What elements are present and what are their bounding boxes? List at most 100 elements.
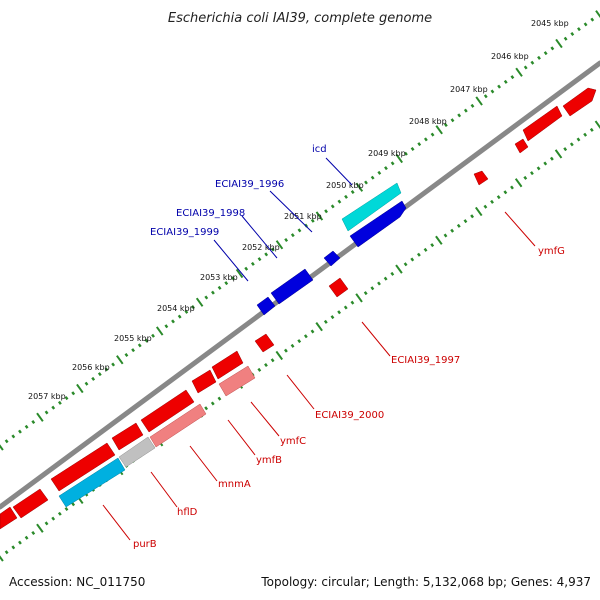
label-ymfG[interactable]: ymfG [538,246,565,257]
gene-ecia39-1996[interactable] [349,200,407,248]
gene-ecia39-1998[interactable] [323,250,341,267]
gene-ymfB[interactable] [149,403,207,448]
inner-track-minor-tick [390,271,395,276]
outer-track-minor-tick [191,305,195,310]
leader-hflD [150,471,178,508]
inner-track-minor-tick [343,305,348,310]
gene-purB[interactable] [58,457,126,508]
outer-track-minor-tick [364,180,368,185]
label-ecia39-1996[interactable]: ECIAI39_1996 [215,179,284,190]
outer-track-minor-tick [423,137,428,142]
gene-red-low-2[interactable] [12,488,49,519]
label-ymfB[interactable]: ymfB [256,455,282,466]
gene-red-mid-1[interactable] [211,350,244,380]
inner-track-minor-tick [210,401,215,406]
leader-mnmA [189,445,218,482]
outer-track-minor-tick [11,434,16,439]
inner-track-minor-tick [569,142,574,147]
gene-icd[interactable] [341,182,402,232]
gene-red-mid-2[interactable] [191,369,217,394]
outer-track-minor-tick [57,400,62,405]
gene-top-right-1[interactable] [562,87,597,117]
label-ecia39-1998[interactable]: ECIAI39_1998 [176,208,245,219]
tick-label-2056: 2056 kbp [72,363,110,372]
outer-track-minor-tick [224,281,229,286]
label-icd[interactable]: icd [312,144,327,155]
tick-label-2055: 2055 kbp [114,334,152,343]
outer-track-minor-tick [284,237,289,242]
outer-track-minor-tick [583,22,588,27]
outer-track-minor-tick [64,396,69,401]
outer-track-major-tick [515,67,523,77]
outer-track-major-tick [36,412,44,422]
gene-top-right-2[interactable] [522,105,563,142]
outer-track-major-tick [155,326,164,336]
outer-track-major-tick [76,383,84,394]
gene-top-right-3[interactable] [514,138,529,154]
gene-ecia39-1999-a[interactable] [270,268,314,305]
gene-red-low-1[interactable] [50,442,116,492]
label-purB[interactable]: purB [133,539,157,550]
inner-track-minor-tick [423,247,428,252]
outer-track-minor-tick [377,170,382,175]
inner-track-major-tick [0,555,4,562]
tick-label-2054: 2054 kbp [157,304,195,313]
inner-track-minor-tick [543,161,548,166]
label-ecia39-2000[interactable]: ECIAI39_2000 [315,410,384,421]
outer-track-major-tick [435,125,443,135]
inner-track-minor-tick [463,219,468,224]
inner-track-minor-tick [18,540,22,545]
outer-track-major-tick [235,268,244,279]
map-title: Escherichia coli IAI39, complete genome [168,11,432,26]
outer-track-minor-tick [297,228,302,233]
inner-track-minor-tick [71,502,76,507]
inner-track-minor-tick [549,156,554,161]
outer-track-minor-tick [370,175,375,180]
outer-track-minor-tick [71,391,76,396]
gene-red-mid-3[interactable] [111,422,144,451]
outer-track-minor-tick [350,190,355,195]
tick-labels: 2045 kbp 2046 kbp 2047 kbp 2048 kbp 2049… [28,19,569,401]
gene-ecia39-2000[interactable] [254,333,275,353]
label-mnmA[interactable]: mnmA [218,479,251,490]
outer-track-minor-tick [384,166,388,171]
outer-track-minor-tick [231,276,235,281]
inner-track-minor-tick [443,233,448,238]
gene-ymfC[interactable] [218,365,256,397]
inner-track-minor-tick [496,195,501,200]
inner-track-minor-tick [383,276,388,281]
outer-tick-track [0,10,600,451]
inner-tick-track [0,120,600,562]
inner-track-minor-tick [523,175,528,180]
inner-track-minor-tick [257,367,262,372]
inner-track-minor-tick [483,204,488,209]
outer-track-minor-tick [97,372,102,377]
label-ecia39-1999[interactable]: ECIAI39_1999 [150,227,219,238]
inner-track-major-tick [514,178,523,188]
gene-red-low-3[interactable] [0,506,18,530]
outer-track-minor-tick [111,362,116,367]
gene-mnmA[interactable] [140,389,195,433]
forward-gene-labels: ymfG ECIAI39_1997 ECIAI39_2000 ymfC ymfB… [102,211,565,550]
outer-track-minor-tick [537,55,541,60]
outer-track-minor-tick [324,209,328,214]
outer-track-minor-tick [543,51,548,56]
inner-track-minor-tick [204,406,209,411]
outer-track-major-tick [395,153,404,164]
gene-ymfG[interactable] [473,170,489,186]
label-ecia39-1997[interactable]: ECIAI39_1997 [391,355,460,366]
tick-label-2047: 2047 kbp [450,85,488,94]
label-hflD[interactable]: hflD [177,507,198,518]
gene-ecia39-1997[interactable] [328,277,349,298]
inner-track-major-tick [36,523,44,533]
gene-hflD[interactable] [118,436,156,468]
outer-track-minor-tick [84,381,89,386]
outer-track-minor-tick [470,103,475,108]
gene-ecia39-1999-b[interactable] [256,296,276,316]
inner-track-minor-tick [57,511,62,516]
inner-track-minor-tick [51,516,56,521]
label-ymfC[interactable]: ymfC [280,436,306,447]
tick-label-2050: 2050 kbp [326,181,364,190]
inner-track-major-tick [594,120,600,129]
inner-track-minor-tick [430,243,435,248]
